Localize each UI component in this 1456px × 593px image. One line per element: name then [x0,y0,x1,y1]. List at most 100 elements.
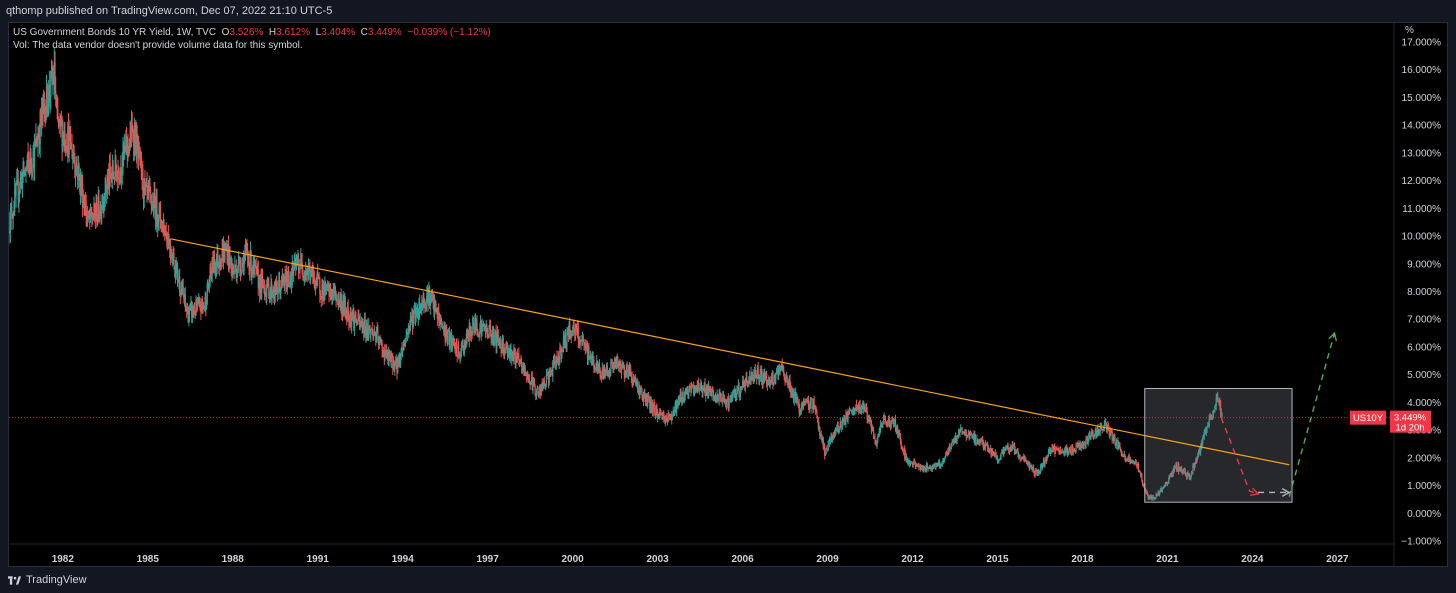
candle-body [80,178,82,191]
candle-body [863,407,865,410]
candle-body [1168,477,1170,483]
candle-body [870,420,872,423]
candle-body [1023,457,1025,461]
candle-body [251,269,253,276]
candle-body [1001,451,1003,454]
candle-body [591,356,593,366]
highlight-box[interactable] [1144,388,1293,503]
candle-body [563,337,565,346]
y-axis-unit-label: % [1405,25,1414,36]
candle-body [339,300,341,307]
candle-body [593,367,596,370]
candle-body [1180,466,1182,471]
candle-body [913,460,915,462]
candle-body [521,367,523,371]
candle-body [613,361,616,364]
candle-body [623,365,625,376]
candle-body [1100,424,1102,427]
y-tick-label: 16.000% [1402,65,1442,76]
candle-body [574,331,576,335]
candle-body [1115,440,1118,446]
candle-body [647,397,649,399]
candle-body [551,371,553,377]
candle-body [1025,461,1028,463]
candle-body [137,147,140,158]
candle-body [977,440,979,444]
candle-body [254,262,257,267]
candle-body [307,267,310,274]
x-tick-label: 2003 [646,554,669,565]
projection-up-path[interactable] [1288,332,1336,497]
candle-body [668,413,670,416]
trendline[interactable] [170,238,1290,466]
candle-body [266,287,268,297]
candle-body [1074,450,1076,452]
candle-body [488,325,490,338]
candle-body [948,449,950,452]
candle-body [1194,463,1196,468]
price-chart[interactable]: %−1.000%0.000%1.000%2.000%3.000%4.000%5.… [9,23,1447,566]
candle-body [1120,448,1122,452]
candle-body [1093,435,1096,438]
candle-body [647,397,649,406]
candle-body [455,344,458,355]
candle-body [1040,463,1042,465]
candle-body [438,311,440,321]
candle-body [994,452,996,456]
candle-body [572,323,574,333]
candle-body [542,384,544,387]
candle-body [1221,414,1223,416]
candle-body [463,345,465,354]
candle-body [937,463,939,467]
candle-body [969,431,972,434]
candle-body [535,389,538,395]
candle-body [368,325,371,331]
candle-body [1184,469,1186,473]
candle-body [1142,484,1144,486]
candle-body [533,380,535,382]
candle-body [240,270,242,274]
candle-body [853,409,856,415]
candle-body [287,274,289,280]
candle-body [1025,458,1027,462]
candle-body [855,404,858,408]
candle-body [475,320,477,327]
candle-body [606,366,608,374]
candle-body [1164,483,1166,485]
candle-body [1082,442,1084,446]
candle-body [307,270,309,274]
projection-down-arrowhead [1250,487,1260,497]
projection-down-path[interactable] [1220,417,1259,495]
candle-body [57,110,59,120]
candle-body [673,410,675,412]
candle-body [399,354,402,364]
candle-body [322,286,324,299]
candle-body [254,262,256,268]
candle-body [102,200,104,206]
candle-body [448,330,451,349]
candle-body [805,400,807,401]
candle-body [1030,465,1032,467]
candle-body [445,327,447,341]
candle-body [462,345,465,354]
candle-body [1073,449,1075,451]
candle-body [716,394,718,400]
candle-body [118,170,120,180]
candle-body [835,429,837,431]
candle-body [186,309,188,312]
candle-body [388,351,390,361]
candle-body [566,331,568,347]
chart-area[interactable]: %−1.000%0.000%1.000%2.000%3.000%4.000%5.… [8,22,1448,567]
candle-body [192,305,194,313]
candle-body [989,448,991,452]
candle-body [461,343,463,346]
candle-body [1113,437,1115,440]
candle-body [150,195,152,205]
candle-body [22,161,24,175]
candle-body [487,335,489,338]
tradingview-brand[interactable]: TradingView [8,574,87,586]
candle-body [925,470,927,471]
candle-body [1095,431,1097,436]
candle-body [346,307,349,321]
candle-body [888,416,890,423]
